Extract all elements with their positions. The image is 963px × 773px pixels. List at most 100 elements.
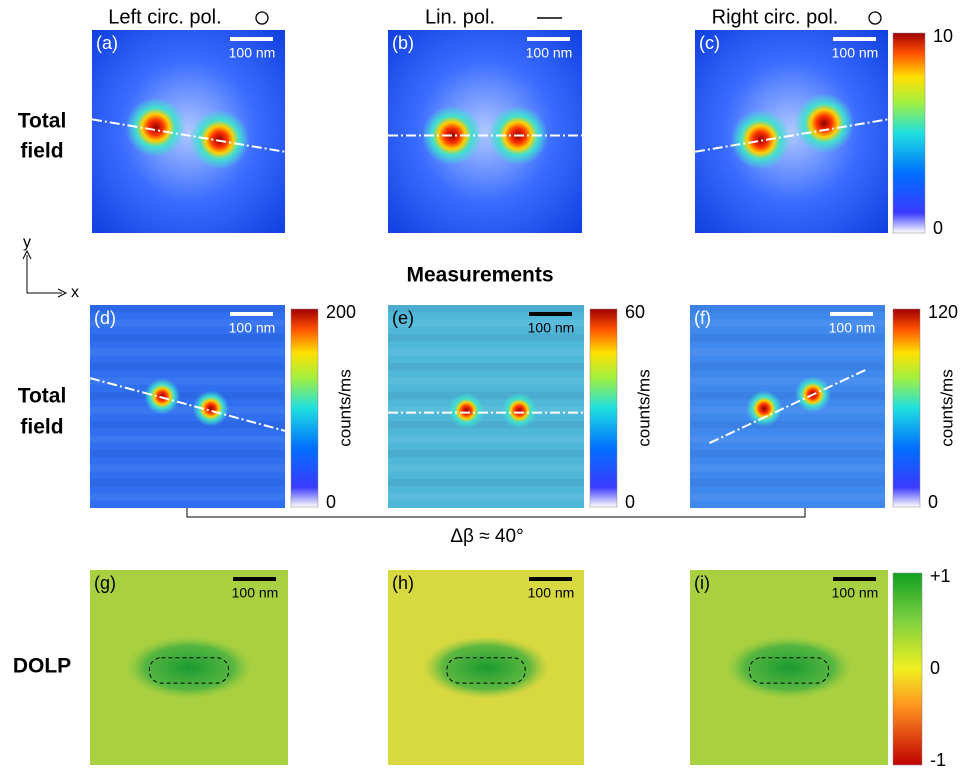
noise-stripe (388, 406, 584, 414)
hot-spot (422, 105, 483, 166)
colorbar-unit: counts/ms (335, 369, 354, 446)
noise-stripe (388, 334, 584, 342)
panel-label: (c) (699, 33, 720, 53)
panel (388, 305, 584, 508)
scale-bar-label: 100 nm (526, 45, 573, 61)
panel-label: (a) (96, 33, 118, 53)
hot-spot (144, 378, 181, 415)
noise-stripe (690, 305, 885, 313)
column-header: Left circ. pol. (108, 6, 221, 28)
pol-icon (868, 11, 882, 25)
noise-stripe (90, 479, 285, 487)
colorbar-unit: counts/ms (937, 369, 956, 446)
noise-stripe (690, 319, 885, 327)
noise-stripe (388, 479, 584, 487)
noise-stripe (690, 450, 885, 458)
axis-line (709, 369, 866, 444)
hot-spot (448, 392, 485, 429)
noise-stripe (388, 319, 584, 327)
panel-label: (f) (694, 308, 711, 328)
particle-outline (446, 657, 526, 684)
noise-stripe (388, 305, 584, 313)
noise-stripe (388, 435, 584, 443)
noise-stripe (388, 363, 584, 371)
noise-stripe (90, 305, 285, 313)
axis-line (90, 377, 285, 432)
noise-stripe (690, 421, 885, 429)
hot-spot (192, 390, 229, 427)
noise-stripe (90, 406, 285, 414)
dolp-blob (423, 636, 549, 699)
panel-bg (90, 305, 285, 508)
colorbar (290, 308, 319, 508)
colorbar-tick-label: -1 (930, 750, 946, 770)
noise-stripe (690, 406, 885, 414)
axis-label: y (23, 234, 31, 251)
noise-stripe (90, 464, 285, 472)
noise-stripe (388, 450, 584, 458)
panel-bg (92, 30, 285, 233)
hot-spot (189, 109, 250, 170)
panel (690, 570, 888, 765)
panel-label: (e) (392, 308, 414, 328)
colorbar (892, 572, 923, 766)
panel-label: (b) (392, 33, 414, 53)
hot-spot (125, 97, 186, 158)
row-label: Total (18, 110, 67, 133)
noise-stripe (690, 363, 885, 371)
annotation: Δβ ≈ 40° (450, 526, 523, 547)
panel (695, 30, 888, 233)
noise-stripe (90, 334, 285, 342)
colorbar (892, 32, 926, 234)
noise-stripe (690, 435, 885, 443)
panel (90, 570, 288, 765)
panel-bg (388, 305, 584, 508)
noise-stripe (388, 348, 584, 356)
noise-stripe (90, 493, 285, 501)
axis-arrow (57, 288, 68, 298)
pol-icon (255, 11, 269, 25)
panel (690, 305, 885, 508)
particle-outline (148, 657, 230, 684)
colorbar-tick-label: 120 (928, 302, 958, 322)
panel-label: (i) (694, 573, 710, 593)
scale-bar-label: 100 nm (829, 320, 876, 336)
noise-stripe (388, 421, 584, 429)
hot-spot (794, 93, 855, 154)
particle-outline (748, 657, 830, 684)
dolp-blob (725, 636, 853, 699)
column-header: Right circ. pol. (712, 6, 839, 28)
axis-line (92, 118, 285, 153)
noise-stripe (90, 421, 285, 429)
colorbar-tick-label: 0 (625, 492, 635, 512)
dolp-blob (125, 636, 253, 699)
noise-stripe (90, 435, 285, 443)
scale-bar-label: 100 nm (528, 585, 575, 601)
hot-spot (730, 109, 791, 170)
colorbar-tick-label: 0 (928, 492, 938, 512)
noise-stripe (690, 464, 885, 472)
noise-stripe (690, 377, 885, 385)
colorbar (589, 308, 618, 508)
scale-bar-label: 100 nm (832, 45, 879, 61)
noise-stripe (90, 377, 285, 385)
axis-line (695, 118, 888, 153)
column-header: Lin. pol. (425, 6, 495, 28)
noise-stripe (690, 479, 885, 487)
colorbar-tick-label: 60 (625, 302, 645, 322)
row-label: Total (18, 385, 67, 408)
colorbar-tick-label: 0 (930, 658, 940, 678)
noise-stripe (90, 392, 285, 400)
panel (92, 30, 285, 233)
noise-stripe (90, 319, 285, 327)
scale-bar-label: 100 nm (528, 320, 575, 336)
noise-stripe (690, 392, 885, 400)
colorbar-tick-label: 0 (326, 492, 336, 512)
axis-label: x (71, 284, 79, 301)
panel (388, 30, 582, 233)
scale-bar-label: 100 nm (232, 585, 279, 601)
hot-spot (501, 392, 538, 429)
noise-stripe (690, 334, 885, 342)
scale-bar-label: 100 nm (229, 45, 276, 61)
